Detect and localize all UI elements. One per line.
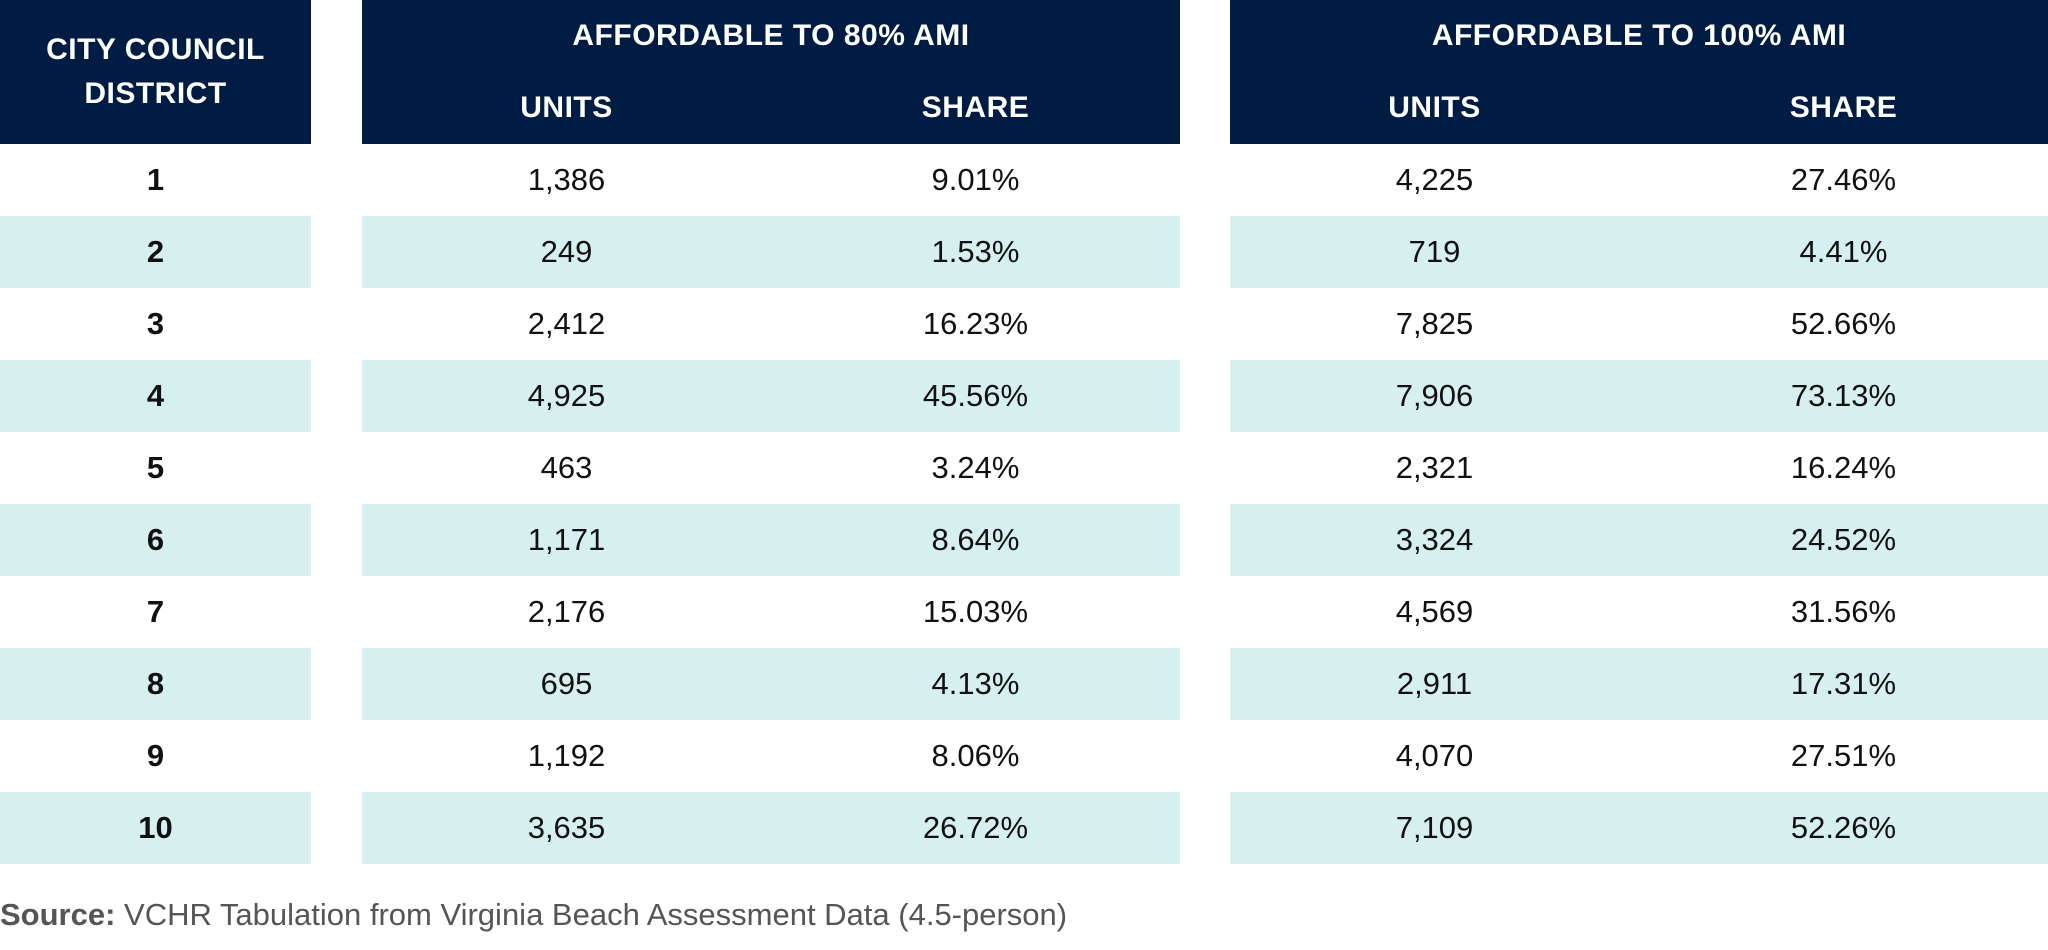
district-cell: 1: [146, 162, 165, 197]
district-cell: 4: [146, 378, 165, 413]
share80-cell: 45.56%: [922, 378, 1029, 413]
units100-cell: 3,324: [1395, 522, 1474, 557]
units80-cell: 1,192: [527, 738, 606, 773]
share80-cell: 16.23%: [922, 306, 1029, 341]
share100-cell: 17.31%: [1790, 666, 1897, 701]
units100-cell: 2,911: [1396, 666, 1473, 701]
units100-cell: 4,070: [1395, 738, 1474, 773]
units80-cell: 2,412: [527, 306, 606, 341]
units100-cell: 7,109: [1395, 810, 1474, 845]
share80-cell: 4.13%: [931, 666, 1020, 701]
table-row: 8 695 4.13% 2,911 17.31%: [0, 648, 2048, 720]
units100-cell: 7,906: [1395, 378, 1474, 413]
share80-cell: 1.53%: [931, 234, 1020, 269]
table-row: 6 1,171 8.64% 3,324 24.52%: [0, 504, 2048, 576]
units80-cell: 2,176: [527, 594, 606, 629]
district-cell: 2: [146, 234, 165, 269]
table-row: 2 249 1.53% 719 4.41%: [0, 216, 2048, 288]
ami80-group-header: AFFORDABLE TO 80% AMI UNITS SHARE: [362, 0, 1180, 144]
units100-cell: 4,225: [1395, 162, 1474, 197]
units100-cell: 4,569: [1395, 594, 1474, 629]
table-row: 1 1,386 9.01% 4,225 27.46%: [0, 144, 2048, 216]
ami80-share-header: SHARE: [921, 91, 1030, 124]
table-row: 9 1,192 8.06% 4,070 27.51%: [0, 720, 2048, 792]
district-cell: 5: [146, 450, 165, 485]
share100-cell: 16.24%: [1790, 450, 1897, 485]
share80-cell: 3.24%: [931, 450, 1020, 485]
source-text: VCHR Tabulation from Virginia Beach Asse…: [115, 897, 1068, 932]
share100-cell: 27.51%: [1790, 738, 1897, 773]
ami80-units-header: UNITS: [520, 91, 613, 124]
table-row: 4 4,925 45.56% 7,906 73.13%: [0, 360, 2048, 432]
share80-cell: 8.06%: [931, 738, 1020, 773]
units80-cell: 695: [540, 666, 593, 701]
ami100-group-header: AFFORDABLE TO 100% AMI UNITS SHARE: [1230, 0, 2048, 144]
district-cell: 6: [146, 522, 165, 557]
share100-cell: 27.46%: [1790, 162, 1897, 197]
units80-cell: 463: [540, 450, 593, 485]
share100-cell: 73.13%: [1790, 378, 1897, 413]
share80-cell: 26.72%: [922, 810, 1029, 845]
district-cell: 3: [146, 306, 165, 341]
share100-cell: 4.41%: [1799, 234, 1888, 269]
units80-cell: 249: [540, 234, 593, 269]
units100-cell: 2,321: [1395, 450, 1474, 485]
share100-cell: 52.26%: [1790, 810, 1897, 845]
source-label: Source:: [0, 897, 116, 932]
source-note: Source: VCHR Tabulation from Virginia Be…: [0, 893, 1067, 937]
units80-cell: 3,635: [527, 810, 606, 845]
share80-cell: 8.64%: [931, 522, 1020, 557]
share100-cell: 31.56%: [1790, 594, 1897, 629]
share80-cell: 15.03%: [922, 594, 1029, 629]
district-cell: 10: [138, 810, 173, 845]
share80-cell: 9.01%: [931, 162, 1020, 197]
district-header-line2: DISTRICT: [84, 77, 227, 110]
ami100-share-header: SHARE: [1789, 91, 1898, 124]
ami100-units-header: UNITS: [1388, 91, 1481, 124]
table-row: 3 2,412 16.23% 7,825 52.66%: [0, 288, 2048, 360]
units100-cell: 719: [1408, 234, 1461, 269]
share100-cell: 24.52%: [1790, 522, 1897, 557]
units100-cell: 7,825: [1395, 306, 1474, 341]
share100-cell: 52.66%: [1790, 306, 1897, 341]
district-cell: 7: [146, 594, 165, 629]
district-column-header: CITY COUNCIL DISTRICT: [0, 0, 311, 144]
district-cell: 8: [146, 666, 165, 701]
units80-cell: 1,386: [527, 162, 606, 197]
units80-cell: 4,925: [527, 378, 606, 413]
units80-cell: 1,171: [527, 522, 606, 557]
ami80-group-title: AFFORDABLE TO 80% AMI: [572, 19, 970, 52]
table-row: 7 2,176 15.03% 4,569 31.56%: [0, 576, 2048, 648]
ami100-group-title: AFFORDABLE TO 100% AMI: [1431, 19, 1847, 52]
district-cell: 9: [146, 738, 165, 773]
district-header-line1: CITY COUNCIL: [46, 33, 265, 66]
table-row: 10 3,635 26.72% 7,109 52.26%: [0, 792, 2048, 864]
table-row: 5 463 3.24% 2,321 16.24%: [0, 432, 2048, 504]
